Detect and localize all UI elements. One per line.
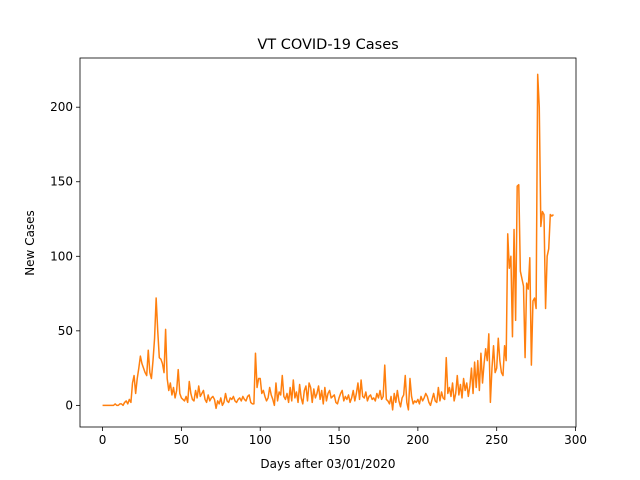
plot-area	[102, 73, 554, 411]
x-tick-label: 50	[174, 433, 189, 447]
y-tick-label: 100	[50, 249, 73, 263]
y-axis-label: New Cases	[23, 210, 37, 276]
x-tick-label: 0	[99, 433, 107, 447]
x-tick-label: 250	[485, 433, 508, 447]
y-tick-label: 150	[50, 175, 73, 189]
x-tick-label: 100	[249, 433, 272, 447]
x-tick-label: 200	[406, 433, 429, 447]
y-tick-label: 0	[65, 398, 73, 412]
x-axis-label: Days after 03/01/2020	[260, 457, 395, 471]
x-tick-label: 150	[328, 433, 351, 447]
y-tick-label: 50	[58, 324, 73, 338]
axes-frame	[79, 57, 577, 428]
x-tick-label: 300	[564, 433, 587, 447]
data-line	[102, 73, 554, 411]
y-tick-label: 200	[50, 100, 73, 114]
chart-title: VT COVID-19 Cases	[257, 37, 398, 53]
